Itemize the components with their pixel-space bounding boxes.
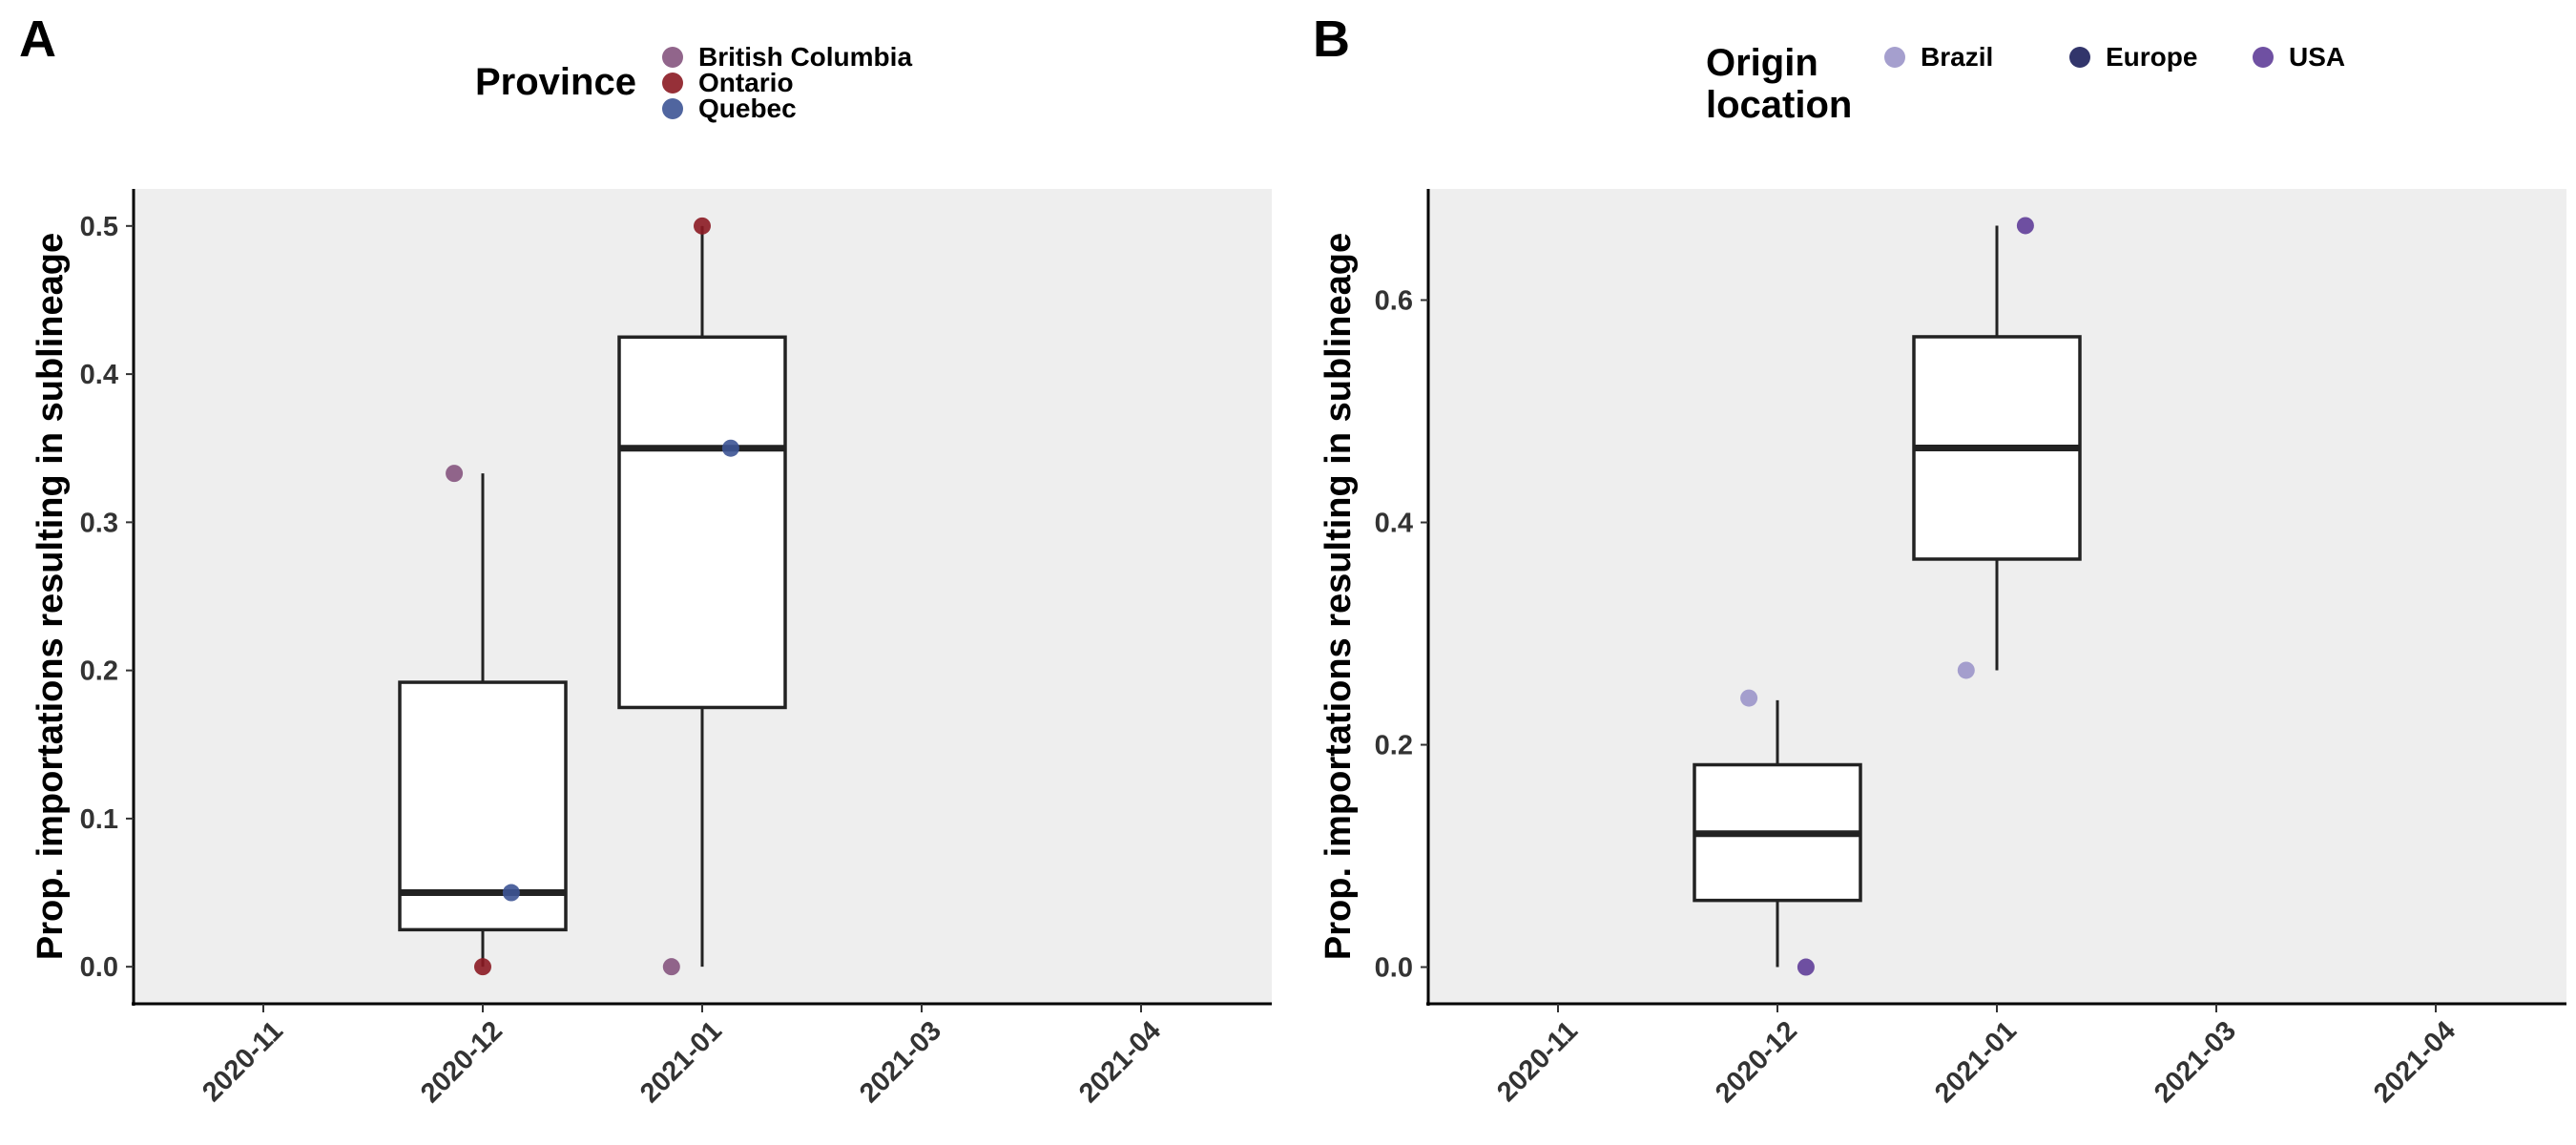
panel-b: B Origin location Brazil Europe USA 0.0 0…: [1288, 0, 2576, 1145]
data-point: [2016, 217, 2034, 235]
legend-item-label: Quebec: [698, 94, 797, 123]
x-tick-label: 2021-04: [2368, 1015, 2462, 1109]
data-point: [662, 958, 680, 976]
x-tick-label: 2020-12: [415, 1015, 509, 1109]
legend-item-usa: USA: [2253, 44, 2345, 71]
y-tick-label: 0.4: [80, 360, 118, 390]
legend-title: Origin location: [1706, 42, 1853, 126]
legend-item-label: British Columbia: [698, 42, 913, 72]
legend-key: [2253, 47, 2274, 68]
box: [617, 335, 787, 710]
panel-a: A Province British Columbia Ontario Queb…: [19, 10, 1272, 1109]
x-tick-label: 2021-04: [1073, 1015, 1167, 1109]
panel-letter: A: [19, 10, 56, 68]
y-tick-label: 0.0: [80, 952, 118, 983]
legend-item-ontario: Ontario: [662, 70, 794, 96]
data-point: [474, 958, 491, 976]
x-tick-label: 2021-03: [2149, 1015, 2242, 1109]
data-point: [446, 465, 464, 483]
legend-key: [662, 47, 683, 68]
legend-item-brazil: Brazil: [1884, 44, 1993, 71]
y-axis-title: Prop. importations resulting in sublinea…: [1319, 233, 1359, 960]
y-axis-title: Prop. importations resulting in sublinea…: [31, 233, 71, 960]
legend-key: [1884, 47, 1905, 68]
legend-key: [662, 98, 683, 119]
legend-item-europe: Europe: [2069, 44, 2197, 71]
y-tick-label: 0.2: [1375, 731, 1413, 761]
x-tick-label: 2021-03: [854, 1015, 947, 1109]
legend-item-label: Europe: [2106, 42, 2198, 72]
boxplot-chart-a: 0.0 0.1 0.2 0.3 0.4 0.5 2020-11 2020-12 2021-01 2…: [31, 189, 1272, 1109]
x-tick-label: 2020-12: [1710, 1015, 1803, 1109]
y-tick-label: 0.4: [1375, 509, 1413, 539]
legend-item-label: Brazil: [1921, 42, 1994, 72]
legend-item-label: USA: [2289, 42, 2346, 72]
x-tick-label: 2021-01: [1929, 1015, 2023, 1109]
x-tick-label: 2020-11: [1491, 1015, 1584, 1108]
x-tick-label: 2020-11: [197, 1015, 289, 1108]
data-point: [1957, 661, 1975, 679]
y-tick-label: 0.1: [80, 804, 118, 835]
data-point: [502, 884, 520, 902]
legend-title: Province: [475, 61, 636, 103]
y-tick-label: 0.0: [1375, 953, 1413, 984]
data-point: [1740, 689, 1758, 707]
legend-key: [2069, 47, 2090, 68]
data-point: [1797, 958, 1815, 976]
y-tick-label: 0.3: [80, 508, 118, 538]
legend-key: [662, 73, 683, 94]
x-tick-label: 2021-01: [634, 1015, 728, 1109]
boxplot-chart-b: 0.0 0.2 0.4 0.6 2020-11 2020-12 2021-01 2021-03…: [1319, 189, 2566, 1109]
legend-item-quebec: Quebec: [662, 95, 797, 122]
box: [398, 680, 568, 932]
data-point: [694, 217, 711, 235]
y-tick-label: 0.6: [1375, 286, 1413, 317]
data-point: [721, 439, 739, 457]
y-tick-label: 0.5: [80, 212, 118, 242]
legend-item-label: Ontario: [698, 68, 794, 97]
y-tick-label: 0.2: [80, 656, 118, 687]
panel-letter: B: [1313, 10, 1350, 68]
legend-item-british-columbia: British Columbia: [662, 44, 912, 71]
